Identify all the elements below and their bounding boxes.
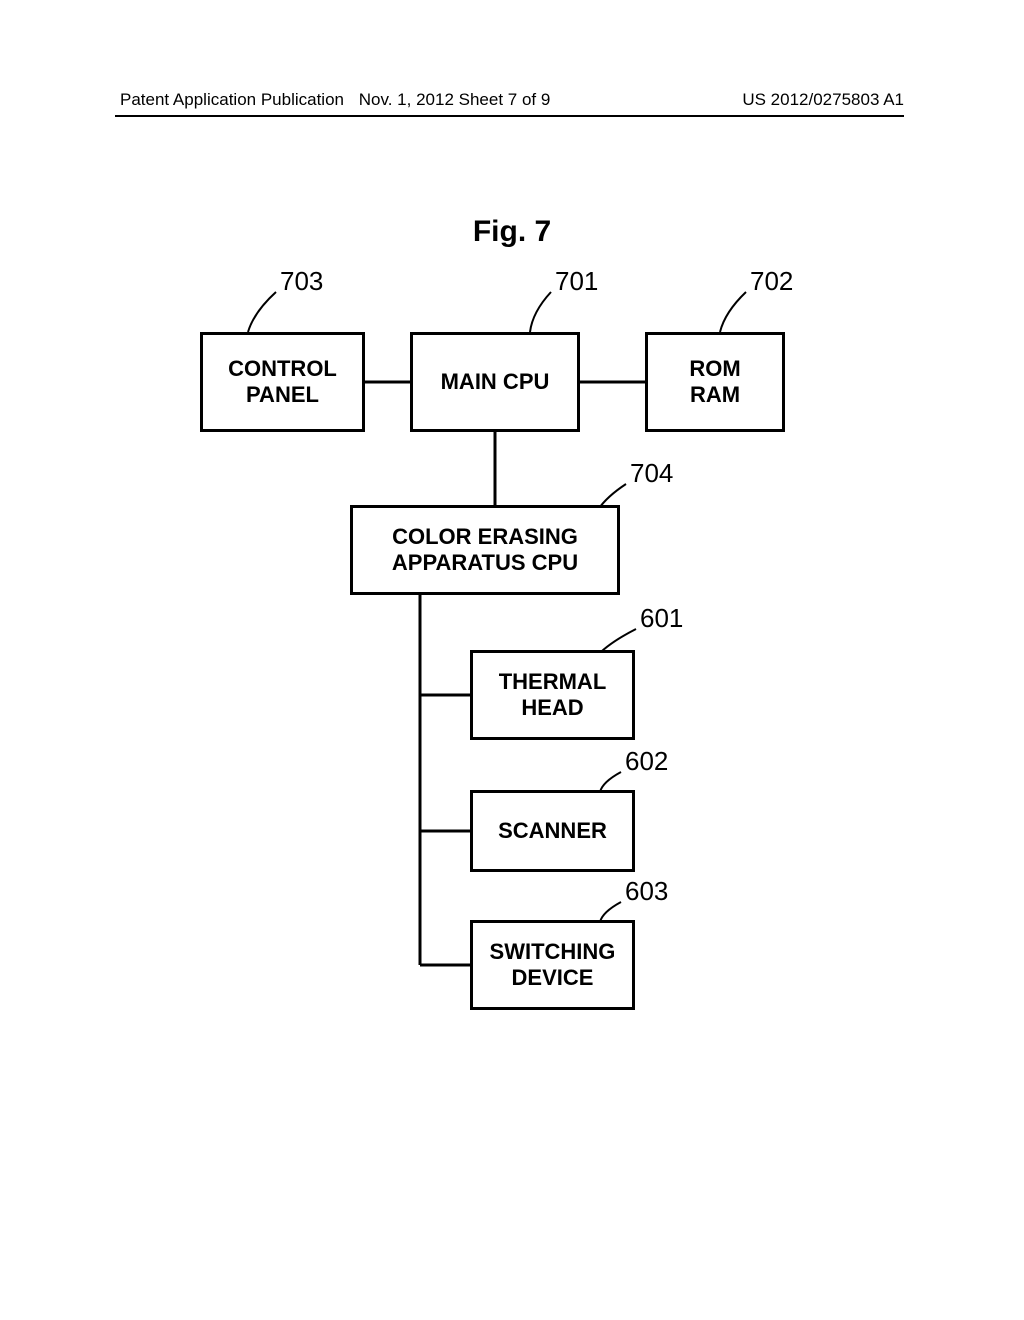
ref-603: 603 [625, 876, 668, 907]
color-erasing-label: COLOR ERASINGAPPARATUS CPU [392, 524, 578, 577]
header-rule [115, 115, 904, 117]
ref-703: 703 [280, 266, 323, 297]
scanner-block: SCANNER [470, 790, 635, 872]
ref-702: 702 [750, 266, 793, 297]
figure-title: Fig. 7 [473, 215, 551, 249]
switching-device-label: SWITCHINGDEVICE [490, 939, 616, 992]
scanner-label: SCANNER [498, 818, 607, 844]
control-panel-label: CONTROLPANEL [228, 356, 337, 409]
thermal-head-block: THERMALHEAD [470, 650, 635, 740]
header-center: Nov. 1, 2012 Sheet 7 of 9 [359, 90, 551, 110]
rom-ram-label: ROMRAM [689, 356, 740, 409]
header-left: Patent Application Publication [120, 90, 344, 110]
ref-701: 701 [555, 266, 598, 297]
ref-601: 601 [640, 603, 683, 634]
page-header: Patent Application Publication Nov. 1, 2… [0, 90, 1024, 110]
rom-ram-block: ROMRAM [645, 332, 785, 432]
ref-602: 602 [625, 746, 668, 777]
header-right: US 2012/0275803 A1 [742, 90, 904, 110]
switching-device-block: SWITCHINGDEVICE [470, 920, 635, 1010]
thermal-head-label: THERMALHEAD [499, 669, 607, 722]
color-erasing-block: COLOR ERASINGAPPARATUS CPU [350, 505, 620, 595]
ref-704: 704 [630, 458, 673, 489]
main-cpu-label: MAIN CPU [441, 369, 550, 395]
main-cpu-block: MAIN CPU [410, 332, 580, 432]
block-diagram: CONTROLPANEL 703 MAIN CPU 701 ROMRAM 702… [0, 280, 1024, 1080]
control-panel-block: CONTROLPANEL [200, 332, 365, 432]
